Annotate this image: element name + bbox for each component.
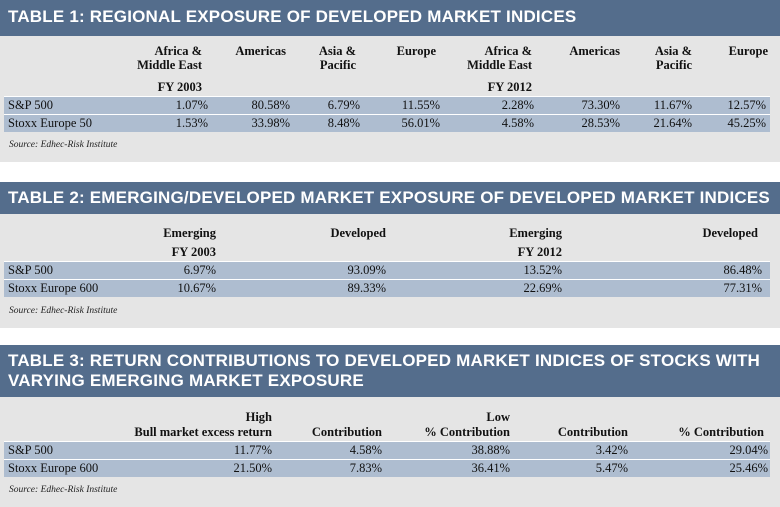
divider: [4, 96, 770, 97]
t2-header-emerging-2003: Emerging: [163, 226, 216, 240]
divider: [4, 441, 770, 442]
t2-period-2003: FY 2003: [171, 245, 216, 259]
t2-header-developed-2012: Developed: [702, 226, 758, 240]
t2-header-developed-2003: Developed: [330, 226, 386, 240]
t3-group-low: Low: [486, 410, 510, 424]
t2-header-emerging-2012: Emerging: [509, 226, 562, 240]
table1-title: TABLE 1: REGIONAL EXPOSURE OF DEVELOPED …: [0, 0, 780, 36]
table-cell: 11.55%: [401, 98, 440, 112]
t1-header-europe-2012: Europe: [728, 44, 768, 58]
row-label: S&P 500: [8, 263, 54, 277]
table-row: Stoxx Europe 50 1.53% 33.98% 8.48% 56.01…: [4, 115, 770, 132]
table-cell: 4.58%: [501, 116, 534, 130]
row-label: S&P 500: [8, 98, 54, 112]
t1-header-americas-2012: Americas: [569, 44, 620, 58]
table-row: S&P 500 1.07% 80.58% 6.79% 11.55% 2.28% …: [4, 97, 770, 114]
t1-header-asia-2012: Asia & Pacific: [654, 44, 692, 72]
table-cell: 5.47%: [595, 461, 628, 475]
table-cell: 80.58%: [251, 98, 290, 112]
table-cell: 33.98%: [251, 116, 290, 130]
table-cell: 11.67%: [653, 98, 692, 112]
table-cell: 73.30%: [581, 98, 620, 112]
table-cell: 86.48%: [723, 263, 762, 277]
table-cell: 13.52%: [523, 263, 562, 277]
table3-title: TABLE 3: RETURN CONTRIBUTIONS TO DEVELOP…: [0, 345, 780, 397]
t3-title-line2: VARYING EMERGING MARKET EXPOSURE: [8, 371, 364, 390]
table-cell: 11.77%: [233, 443, 272, 457]
table-cell: 10.67%: [177, 281, 216, 295]
t1-header-europe-2003: Europe: [396, 44, 436, 58]
t2-period-2012: FY 2012: [517, 245, 562, 259]
table-row: S&P 500 11.77% 4.58% 38.88% 3.42% 29.04%: [4, 442, 770, 459]
table-cell: 56.01%: [401, 116, 440, 130]
t1-header-asia-2003: Asia & Pacific: [318, 44, 356, 72]
t1-header-africa-2012: Africa & Middle East: [467, 44, 532, 72]
table-row: Stoxx Europe 600 10.67% 89.33% 22.69% 77…: [4, 280, 770, 297]
t3-group-high: High: [245, 410, 272, 424]
t3-header-bull: Bull market excess return: [134, 425, 272, 439]
table-cell: 29.04%: [729, 443, 768, 457]
t3-header-contribution-low: Contribution: [557, 425, 628, 439]
row-label: Stoxx Europe 600: [8, 281, 99, 295]
table-cell: 25.46%: [729, 461, 768, 475]
row-label: S&P 500: [8, 443, 54, 457]
divider: [4, 459, 770, 460]
table-cell: 21.50%: [233, 461, 272, 475]
table-cell: 89.33%: [347, 281, 386, 295]
divider: [4, 279, 770, 280]
t3-header-pct-low: % Contribution: [678, 425, 764, 439]
table-cell: 28.53%: [581, 116, 620, 130]
table-cell: 2.28%: [501, 98, 534, 112]
table2-title: TABLE 2: EMERGING/DEVELOPED MARKET EXPOS…: [0, 182, 780, 214]
table-cell: 7.83%: [349, 461, 382, 475]
table-row: S&P 500 6.97% 93.09% 13.52% 86.48%: [4, 262, 770, 279]
table-cell: 77.31%: [723, 281, 762, 295]
table-row: Stoxx Europe 600 21.50% 7.83% 36.41% 5.4…: [4, 460, 770, 477]
t1-header-africa-2003: Africa & Middle East: [110, 44, 202, 72]
table-cell: 4.58%: [349, 443, 382, 457]
t3-source: Source: Edhec-Risk Institute: [9, 485, 118, 495]
table-cell: 21.64%: [653, 116, 692, 130]
t2-source: Source: Edhec-Risk Institute: [9, 306, 118, 316]
table-cell: 8.48%: [327, 116, 360, 130]
table3-panel: High Low Bull market excess return Contr…: [0, 397, 780, 507]
table-cell: 38.88%: [471, 443, 510, 457]
table-cell: 6.79%: [327, 98, 360, 112]
row-label: Stoxx Europe 50: [8, 116, 93, 130]
table2-panel: Emerging Developed Emerging Developed FY…: [0, 214, 780, 328]
t1-period-2003: FY 2003: [157, 80, 202, 94]
t1-source: Source: Edhec-Risk Institute: [9, 140, 118, 150]
t3-header-pct-high: % Contribution: [424, 425, 510, 439]
table-cell: 36.41%: [471, 461, 510, 475]
t3-title-line1: TABLE 3: RETURN CONTRIBUTIONS TO DEVELOP…: [8, 351, 761, 370]
table-cell: 3.42%: [595, 443, 628, 457]
table-cell: 93.09%: [347, 263, 386, 277]
t1-period-2012: FY 2012: [487, 80, 532, 94]
t1-header-americas-2003: Americas: [235, 44, 286, 58]
table-cell: 12.57%: [727, 98, 766, 112]
row-label: Stoxx Europe 600: [8, 461, 99, 475]
table1-panel: Africa & Middle East Americas Asia & Pac…: [0, 36, 780, 162]
table-cell: 1.53%: [175, 116, 208, 130]
table-cell: 6.97%: [183, 263, 216, 277]
t3-header-contribution-high: Contribution: [311, 425, 382, 439]
divider: [4, 114, 770, 115]
table-cell: 1.07%: [175, 98, 208, 112]
t1-h0: Africa & Middle East: [137, 44, 202, 72]
table-cell: 22.69%: [523, 281, 562, 295]
divider: [4, 261, 770, 262]
table-cell: 45.25%: [727, 116, 766, 130]
